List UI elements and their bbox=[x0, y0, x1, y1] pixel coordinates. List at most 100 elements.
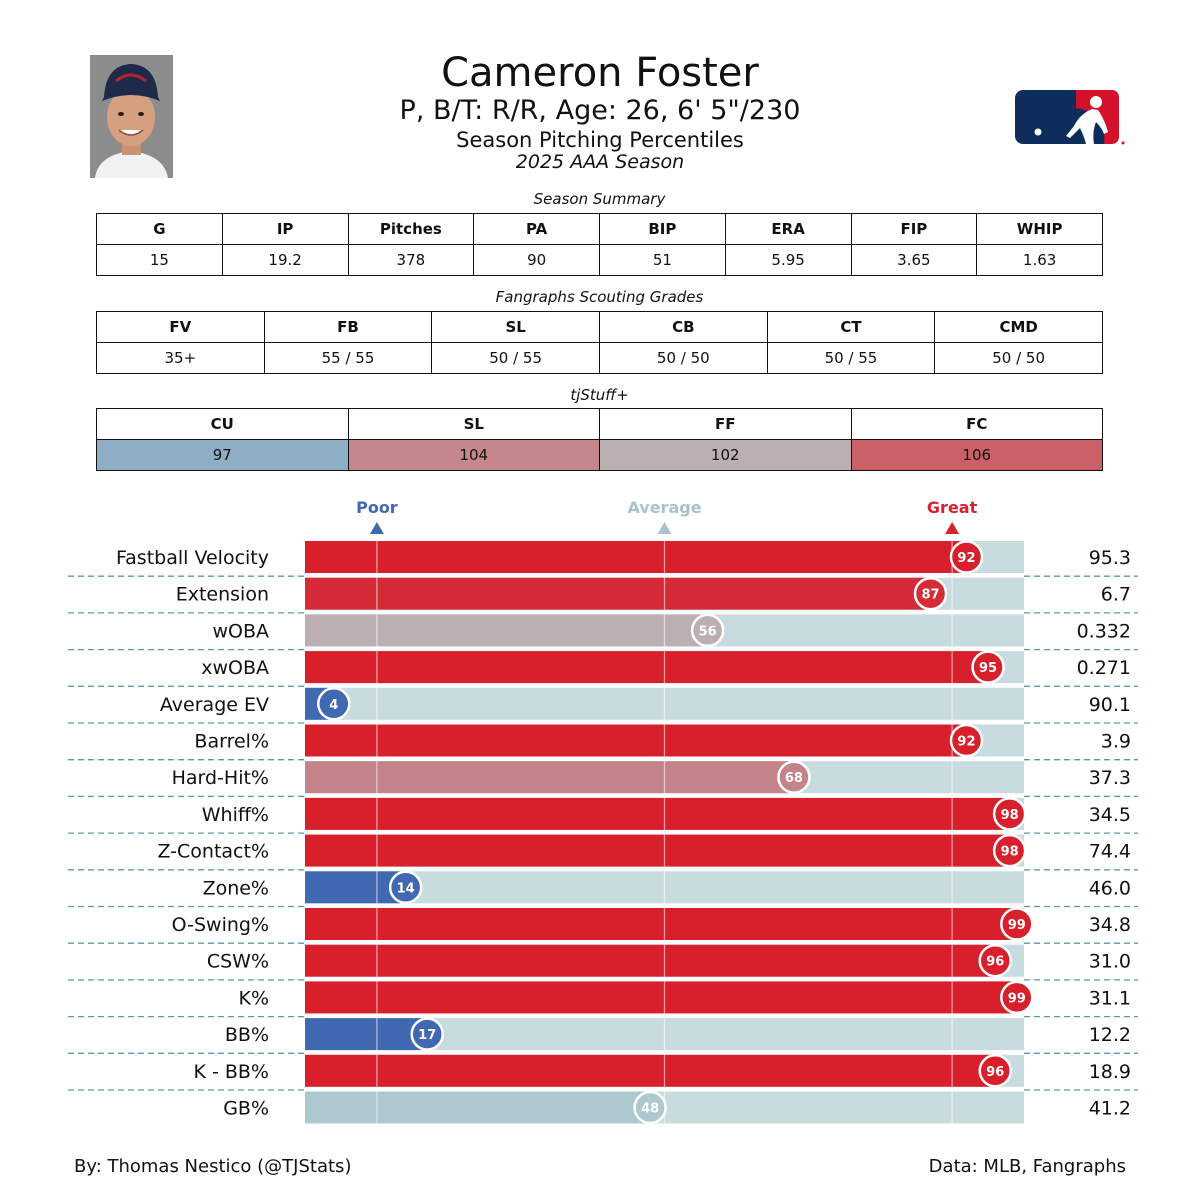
season-summary-title: Season Summary bbox=[533, 190, 666, 208]
summary-value-ip: 19.2 bbox=[221, 244, 349, 276]
tjstuff-header-fc: FC bbox=[850, 408, 1103, 440]
percentile-marker bbox=[992, 797, 1027, 831]
tjstuff-value-row: 97 104 102 106 bbox=[96, 439, 1103, 471]
summary-value-bip: 51 bbox=[599, 244, 726, 276]
percentile-marker bbox=[777, 760, 811, 794]
mlb-logo-icon bbox=[1015, 90, 1125, 145]
metric-label: K% bbox=[238, 987, 269, 1009]
bar-fill bbox=[305, 908, 1017, 940]
scale-marker-label: Poor bbox=[356, 498, 398, 517]
season-summary-table: G IP Pitches PA BIP ERA FIP WHIP 15 19.2… bbox=[96, 213, 1103, 276]
metric-value: 18.9 bbox=[1089, 1061, 1131, 1083]
percentile-marker bbox=[978, 1054, 1012, 1088]
percentile-label: 99 bbox=[1008, 991, 1026, 1006]
tjstuff-header-row: CU SL FF FC bbox=[96, 408, 1103, 440]
summary-header-pitches: Pitches bbox=[347, 213, 475, 245]
tjstuff-value-fc: 106 bbox=[850, 439, 1103, 471]
metric-label: Barrel% bbox=[194, 731, 269, 753]
percentile-marker bbox=[978, 943, 1012, 978]
metric-label: K - BB% bbox=[193, 1061, 269, 1083]
percentile-marker bbox=[317, 687, 351, 721]
bar-fill bbox=[305, 981, 1017, 1014]
metric-value: 74.4 bbox=[1089, 841, 1131, 863]
bar-fill bbox=[305, 541, 967, 573]
metric-label: O-Swing% bbox=[172, 914, 269, 936]
metric-value: 6.7 bbox=[1101, 584, 1131, 606]
tjstuff-value-ff: 102 bbox=[599, 439, 852, 471]
scouting-value-sl: 50 / 55 bbox=[431, 342, 600, 374]
scouting-value-ct: 50 / 55 bbox=[766, 342, 936, 374]
tjstuff-value-cu: 97 bbox=[96, 439, 349, 471]
percentile-label: 14 bbox=[397, 881, 415, 896]
tjstuff-title: tjStuff+ bbox=[570, 386, 629, 404]
metric-label: BB% bbox=[225, 1024, 269, 1046]
percentile-label: 17 bbox=[418, 1028, 436, 1043]
percentile-label: 95 bbox=[979, 661, 997, 676]
percentile-label: 48 bbox=[641, 1102, 659, 1117]
percentile-marker bbox=[949, 540, 984, 574]
metric-value: 95.3 bbox=[1089, 547, 1131, 569]
scale-marker-triangle-icon bbox=[657, 522, 672, 534]
metric-label: Z-Contact% bbox=[157, 841, 269, 863]
scale-marker-triangle-icon bbox=[945, 522, 960, 534]
metric-label: Fastball Velocity bbox=[116, 547, 269, 569]
bar-fill bbox=[305, 761, 794, 794]
metric-label: xwOBA bbox=[201, 657, 269, 679]
metric-value: 0.332 bbox=[1077, 620, 1131, 642]
percentile-marker bbox=[633, 1090, 667, 1125]
percentile-chart: Fastball Velocity 95.3 Extension 6.7 wOBA 0.3… bbox=[68, 498, 1138, 1125]
tjstuff-table: CU SL FF FC 97 104 102 106 bbox=[96, 408, 1103, 471]
metric-label: Average EV bbox=[160, 694, 269, 716]
season-summary-value-row: 15 19.2 378 90 51 5.95 3.65 1.63 bbox=[96, 244, 1103, 276]
metric-value: 31.1 bbox=[1089, 987, 1131, 1009]
scouting-value-cmd: 50 / 50 bbox=[934, 342, 1103, 374]
bar-fill bbox=[305, 1091, 651, 1124]
scouting-value-fb: 55 / 55 bbox=[263, 342, 433, 374]
metric-label: CSW% bbox=[207, 951, 269, 973]
scouting-value-fv: 35+ bbox=[96, 342, 265, 374]
footer-source: Data: MLB, Fangraphs bbox=[928, 1156, 1126, 1177]
percentile-label: 4 bbox=[329, 698, 338, 713]
percentile-label: 96 bbox=[986, 955, 1004, 970]
percentile-marker bbox=[971, 650, 1005, 684]
bar-fill bbox=[305, 1054, 996, 1087]
percentile-label: 56 bbox=[699, 624, 717, 639]
metric-label: Whiff% bbox=[202, 804, 269, 826]
metric-value: 37.3 bbox=[1089, 767, 1131, 789]
metric-value: 46.0 bbox=[1089, 877, 1131, 899]
percentile-label: 92 bbox=[957, 735, 975, 750]
metric-value: 34.5 bbox=[1089, 804, 1131, 826]
tjstuff-value-sl: 104 bbox=[347, 439, 600, 471]
metric-value: 0.271 bbox=[1077, 657, 1131, 679]
report-title: Season Pitching Percentiles bbox=[456, 128, 744, 152]
scouting-value-cb: 50 / 50 bbox=[598, 342, 768, 374]
player-photo-image bbox=[90, 55, 173, 178]
summary-header-g: G bbox=[96, 213, 223, 245]
footer-credit: By: Thomas Nestico (@TJStats) bbox=[74, 1156, 352, 1177]
bar-fill bbox=[305, 614, 708, 647]
bar-fill bbox=[305, 724, 967, 757]
bar-fill bbox=[305, 577, 931, 610]
scouting-value-row: 35+ 55 / 55 50 / 55 50 / 50 50 / 55 50 /… bbox=[96, 342, 1103, 374]
percentile-marker bbox=[388, 870, 423, 905]
percentile-label: 92 bbox=[957, 551, 975, 566]
percentile-marker bbox=[992, 833, 1027, 868]
percentile-label: 98 bbox=[1001, 808, 1019, 823]
metric-value: 34.8 bbox=[1089, 914, 1131, 936]
scale-marker-label: Average bbox=[627, 498, 701, 517]
bar-fill bbox=[305, 834, 1010, 867]
metric-label: GB% bbox=[223, 1098, 269, 1120]
player-bio: P, B/T: R/R, Age: 26, 6' 5"/230 bbox=[399, 95, 801, 126]
summary-value-fip: 3.65 bbox=[850, 244, 978, 276]
metric-value: 3.9 bbox=[1101, 731, 1131, 753]
metric-value: 12.2 bbox=[1089, 1024, 1131, 1046]
percentile-marker bbox=[949, 723, 984, 758]
summary-value-g: 15 bbox=[96, 244, 223, 276]
percentile-marker bbox=[913, 576, 948, 611]
scouting-header-cb: CB bbox=[598, 311, 768, 343]
summary-value-whip: 1.63 bbox=[976, 244, 1103, 276]
summary-header-era: ERA bbox=[724, 213, 852, 245]
bar-fill bbox=[305, 871, 406, 904]
bar-fill bbox=[305, 1018, 428, 1051]
player-name: Cameron Foster bbox=[441, 50, 759, 96]
